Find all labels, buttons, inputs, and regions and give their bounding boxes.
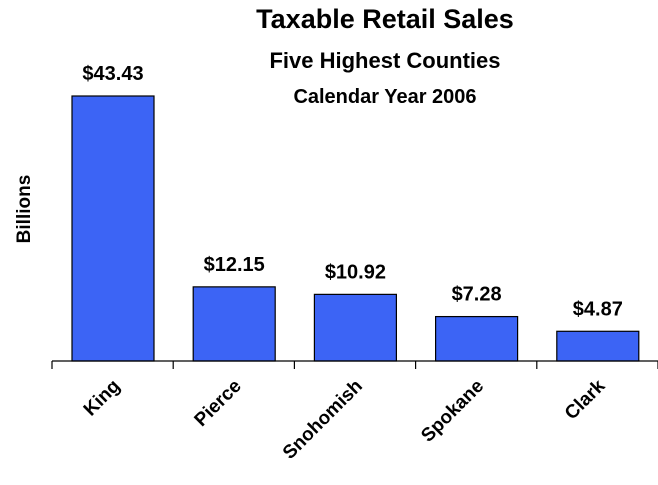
bar-clark: [556, 330, 640, 362]
value-label-pierce: $12.15: [204, 254, 265, 276]
chart-subtitle: Five Highest Counties: [269, 48, 500, 73]
bar-spokane: [435, 315, 519, 362]
category-label-pierce: Pierce: [191, 376, 246, 431]
value-label-king: $43.43: [82, 63, 143, 85]
plot-area: $43.43 $12.15 $10.92 $7.28 $4.87 King Pierce Sn…: [51, 63, 658, 464]
value-label-spokane: $7.28: [452, 284, 502, 306]
bar-king: [71, 95, 155, 362]
value-label-clark: $4.87: [573, 298, 623, 320]
category-label-spokane: Spokane: [417, 376, 488, 447]
value-label-snohomish: $10.92: [325, 261, 386, 283]
category-label-snohomish: Snohomish: [279, 376, 367, 464]
bar-snohomish: [313, 293, 397, 362]
chart-title: Taxable Retail Sales: [256, 4, 514, 34]
bar-pierce: [192, 286, 276, 362]
category-label-clark: Clark: [561, 375, 610, 424]
y-axis-label: Billions: [14, 175, 35, 244]
chart-subtitle-2: Calendar Year 2006: [293, 86, 476, 108]
category-label-king: King: [80, 376, 125, 421]
